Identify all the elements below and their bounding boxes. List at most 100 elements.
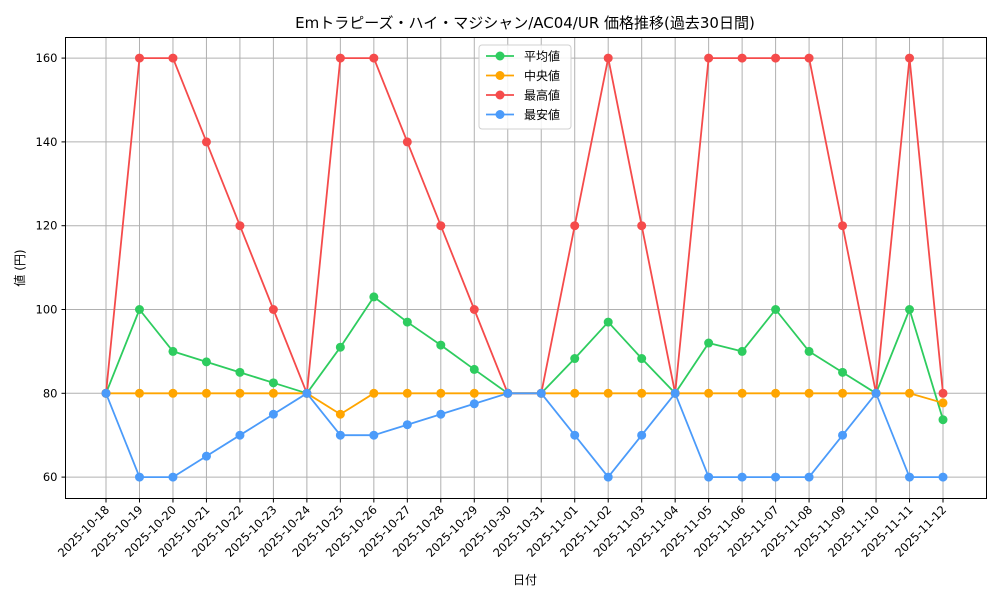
data-point xyxy=(704,53,714,63)
data-point xyxy=(503,388,513,398)
data-point xyxy=(369,292,379,302)
series-3 xyxy=(101,388,948,482)
legend-label: 最安値 xyxy=(524,107,560,122)
legend-item: 平均値 xyxy=(486,49,560,64)
data-point xyxy=(804,388,814,398)
data-point xyxy=(469,305,479,314)
legend-box xyxy=(478,44,572,130)
data-point xyxy=(369,53,379,63)
y-tick-label: 160 xyxy=(36,51,58,65)
data-point xyxy=(804,53,814,63)
data-point xyxy=(134,53,144,63)
data-point xyxy=(469,364,479,374)
data-point xyxy=(469,399,479,409)
data-point xyxy=(101,388,111,398)
data-point xyxy=(905,472,915,482)
data-point xyxy=(771,388,781,398)
data-point xyxy=(637,430,647,440)
data-point xyxy=(670,388,680,398)
data-point xyxy=(737,472,747,482)
y-tick-label: 140 xyxy=(36,135,58,149)
series-line xyxy=(105,296,944,420)
data-point xyxy=(570,354,580,364)
legend-label: 平均値 xyxy=(524,49,560,64)
data-point xyxy=(335,409,345,419)
data-point xyxy=(771,53,781,63)
data-point xyxy=(905,53,915,63)
y-axis-label: 値 (円) xyxy=(12,249,27,286)
data-point xyxy=(570,430,580,440)
data-point xyxy=(201,357,211,367)
data-point xyxy=(235,221,245,231)
data-point xyxy=(168,388,178,398)
data-point xyxy=(603,472,613,482)
data-point xyxy=(737,346,747,356)
x-axis-ticks: 2025-10-182025-10-192025-10-202025-10-21… xyxy=(55,498,949,560)
data-point xyxy=(603,317,613,327)
data-point xyxy=(536,388,546,398)
y-tick-label: 60 xyxy=(43,470,58,484)
legend-label: 最高値 xyxy=(524,88,560,103)
data-point xyxy=(704,472,714,482)
data-point xyxy=(838,388,848,398)
data-point xyxy=(704,338,714,348)
series-line xyxy=(106,392,944,416)
legend-marker-icon xyxy=(495,110,505,119)
data-point xyxy=(704,388,714,398)
data-point xyxy=(369,388,379,398)
x-axis-label: 日付 xyxy=(513,573,537,587)
data-point xyxy=(201,388,211,398)
data-point xyxy=(469,388,479,398)
series-0 xyxy=(101,292,948,425)
data-point xyxy=(737,388,747,398)
legend-marker-icon xyxy=(495,51,505,61)
legend-item: 最高値 xyxy=(486,88,560,103)
data-point xyxy=(402,317,412,327)
data-point xyxy=(134,305,144,314)
data-point xyxy=(838,430,848,440)
data-point xyxy=(335,430,345,440)
data-point xyxy=(570,388,580,398)
y-axis-ticks: 60 80 100 120 140 160 xyxy=(36,51,66,484)
data-point xyxy=(771,472,781,482)
legend-item: 最安値 xyxy=(486,107,560,122)
data-point xyxy=(201,137,211,147)
data-point xyxy=(369,430,379,440)
data-point xyxy=(905,388,915,398)
data-point xyxy=(402,137,412,147)
data-point xyxy=(134,388,144,398)
data-point xyxy=(168,346,178,356)
data-point xyxy=(168,53,178,63)
data-point xyxy=(402,420,412,430)
data-point xyxy=(235,367,245,377)
data-point xyxy=(603,53,613,63)
data-point xyxy=(302,388,312,398)
data-point xyxy=(804,472,814,482)
grid-lines xyxy=(65,37,987,499)
plot-frame xyxy=(65,37,987,499)
data-point xyxy=(235,388,245,398)
data-point xyxy=(838,221,848,231)
data-point xyxy=(436,340,446,350)
data-point xyxy=(402,388,412,398)
data-point xyxy=(436,221,446,231)
data-point xyxy=(570,221,580,231)
data-point xyxy=(938,472,948,482)
chart-title: Emトラピーズ・ハイ・マジシャン/AC04/UR 価格推移(過去30日間) xyxy=(295,14,755,32)
data-point xyxy=(168,472,178,482)
y-tick-label: 120 xyxy=(36,219,58,233)
data-point xyxy=(134,472,144,482)
data-point xyxy=(637,354,647,364)
data-point xyxy=(436,388,446,398)
data-point xyxy=(938,398,948,408)
legend-marker-icon xyxy=(495,71,505,80)
data-point xyxy=(268,388,278,398)
legend-item: 中央値 xyxy=(486,68,560,83)
data-point xyxy=(235,430,245,440)
data-point xyxy=(603,388,613,398)
data-series xyxy=(101,53,948,482)
data-point xyxy=(268,378,278,388)
data-point xyxy=(804,346,814,356)
